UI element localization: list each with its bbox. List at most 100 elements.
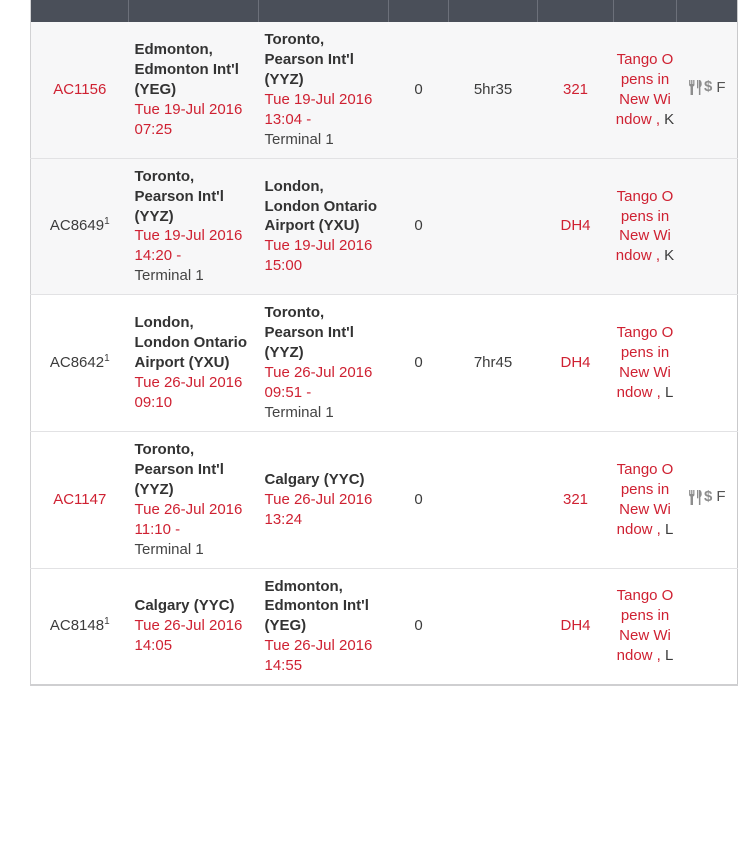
fare-type-link[interactable]: Tango Opens in New Window , (615, 50, 674, 128)
arrival-airport-name: Toronto, Pearson Int'l (YYZ) (264, 304, 354, 362)
departure-cell: Calgary (YYC) Tue 26-Jul 2016 14:05 (129, 568, 259, 685)
column-header-service (676, 0, 738, 22)
table-row: AC1156 Edmonton, Edmonton Int'l (YEG) Tue … (30, 22, 738, 159)
fare-class-code: K (664, 247, 675, 265)
table-row: AC1147 Toronto, Pearson Int'l (YYZ) Tue 26… (30, 431, 738, 568)
fare-type-link[interactable]: Tango Opens in New Window , (616, 460, 674, 538)
flight-number-footnote-marker: 1 (104, 353, 110, 365)
departure-airport-name: Edmonton, Edmonton Int'l (YEG) (134, 40, 239, 98)
arrival-cell: Toronto, Pearson Int'l (YYZ) Tue 26-Jul 2… (259, 295, 389, 432)
arrival-datetime: Tue 26-Jul 2016 14:55 (264, 637, 373, 675)
duration-cell (449, 431, 538, 568)
fare-type-link[interactable]: Tango Opens in New Window , (616, 587, 674, 665)
fare-class-code: L (665, 520, 674, 538)
fare-class-code: L (665, 647, 674, 665)
flight-itinerary-table: Type AC1156 Edmonton, Edmonton Int'l (YEG… (30, 0, 738, 687)
fare-type-cell: Tango Opens in New Window , L (614, 568, 677, 685)
service-cell (677, 158, 738, 295)
departure-cell: Edmonton, Edmonton Int'l (YEG) Tue 19-Jul… (129, 22, 259, 158)
column-header-duration (448, 0, 538, 22)
service-icon-group: $ F (688, 78, 726, 98)
fare-type-cell: Tango Opens in New Window , L (614, 431, 677, 568)
flight-number-link[interactable]: AC1147 (53, 490, 107, 508)
arrival-datetime: Tue 19-Jul 2016 13:04 - (264, 90, 373, 128)
fare-type-cell: Tango Opens in New Window , K (614, 22, 677, 158)
flight-number-cell: AC86491 (31, 158, 129, 295)
column-header-fare-type: Type (613, 0, 677, 22)
arrival-datetime: Tue 19-Jul 2016 15:00 (264, 237, 373, 275)
departure-terminal: Terminal 1 (134, 540, 204, 558)
duration-cell (449, 568, 538, 685)
arrival-cell: Calgary (YYC) Tue 26-Jul 2016 13:24 (259, 431, 389, 568)
departure-airport-name: Calgary (YYC) (134, 597, 235, 615)
column-header-aircraft (537, 0, 614, 22)
flight-number-text: AC8148 (49, 617, 105, 635)
flight-number-footnote-marker: 1 (104, 216, 110, 228)
aircraft-type-cell: DH4 (560, 217, 591, 235)
fare-type-cell: Tango Opens in New Window , L (614, 295, 677, 432)
arrival-airport-name: Calgary (YYC) (264, 470, 365, 488)
table-row: AC86491 Toronto, Pearson Int'l (YYZ) Tue 1… (30, 158, 738, 295)
departure-datetime: Tue 26-Jul 2016 11:10 - (134, 500, 243, 538)
departure-cell: London, London Ontario Airport (YXU) Tue … (129, 295, 259, 432)
stops-cell: 0 (414, 354, 423, 372)
arrival-airport-name: London, London Ontario Airport (YXU) (264, 177, 377, 235)
table-row: AC81481 Calgary (YYC) Tue 26-Jul 2016 14:0… (30, 568, 738, 686)
table-header: Type (30, 0, 738, 22)
fare-class-code: L (665, 384, 674, 401)
column-header-stops (388, 0, 449, 22)
departure-datetime: Tue 19-Jul 2016 14:20 - (134, 227, 243, 265)
departure-airport-name: Toronto, Pearson Int'l (YYZ) (134, 167, 224, 225)
service-class-letter: F (716, 78, 726, 96)
aircraft-type-cell: 321 (562, 490, 589, 508)
departure-airport-name: Toronto, Pearson Int'l (YYZ) (134, 440, 224, 498)
flight-number-cell: AC86421 (31, 295, 129, 432)
arrival-datetime: Tue 26-Jul 2016 13:24 (264, 490, 373, 528)
departure-airport-name: London, London Ontario Airport (YXU) (134, 314, 247, 372)
arrival-cell: Toronto, Pearson Int'l (YYZ) Tue 19-Jul 2… (259, 22, 389, 158)
fare-class-code: K (664, 110, 675, 128)
table-body: AC1156 Edmonton, Edmonton Int'l (YEG) Tue … (30, 22, 738, 686)
departure-cell: Toronto, Pearson Int'l (YYZ) Tue 19-Jul 2… (129, 158, 259, 295)
flight-number-text: AC8649 (49, 217, 105, 235)
stops-cell: 0 (414, 217, 423, 235)
departure-datetime: Tue 26-Jul 2016 09:10 (134, 374, 243, 411)
fork-knife-icon (688, 489, 703, 506)
flight-number-cell: AC1156 (31, 22, 129, 158)
service-cell (677, 568, 738, 685)
departure-cell: Toronto, Pearson Int'l (YYZ) Tue 26-Jul 2… (129, 431, 259, 568)
duration-cell: 7hr45 (473, 354, 513, 372)
fork-knife-icon (688, 79, 703, 96)
stops-cell: 0 (414, 617, 423, 635)
service-cell: $ F (677, 431, 738, 568)
flight-number-text: AC8642 (49, 354, 105, 372)
dollar-icon: $ (703, 487, 713, 505)
column-header-departure (128, 0, 259, 22)
service-icon-group: $ F (688, 487, 726, 507)
flight-number-link[interactable]: AC1156 (53, 80, 107, 98)
table-row: AC86421 London, London Ontario Airport (Y… (30, 294, 738, 432)
fare-type-link[interactable]: Tango Opens in New Window , (616, 324, 674, 401)
stops-cell: 0 (414, 490, 423, 508)
aircraft-type-cell: DH4 (560, 617, 591, 635)
service-cell: $ F (677, 22, 738, 158)
arrival-terminal: Terminal 1 (264, 130, 334, 148)
departure-terminal: Terminal 1 (134, 267, 204, 285)
departure-datetime: Tue 19-Jul 2016 07:25 (134, 100, 243, 138)
service-cell (677, 295, 738, 432)
flight-number-cell: AC1147 (31, 431, 129, 568)
stops-cell: 0 (414, 80, 423, 98)
flight-number-cell: AC81481 (31, 568, 129, 685)
duration-cell (449, 158, 538, 295)
aircraft-type-cell: 321 (562, 80, 589, 98)
arrival-cell: Edmonton, Edmonton Int'l (YEG) Tue 26-Jul… (259, 568, 389, 685)
arrival-cell: London, London Ontario Airport (YXU) Tue … (259, 158, 389, 295)
table-header-row: Type (30, 0, 738, 22)
fare-type-link[interactable]: Tango Opens in New Window , (615, 187, 674, 265)
fare-type-cell: Tango Opens in New Window , K (614, 158, 677, 295)
arrival-airport-name: Edmonton, Edmonton Int'l (YEG) (264, 577, 369, 635)
flight-number-footnote-marker: 1 (104, 616, 110, 628)
arrival-airport-name: Toronto, Pearson Int'l (YYZ) (264, 31, 354, 88)
dollar-icon: $ (703, 78, 713, 96)
